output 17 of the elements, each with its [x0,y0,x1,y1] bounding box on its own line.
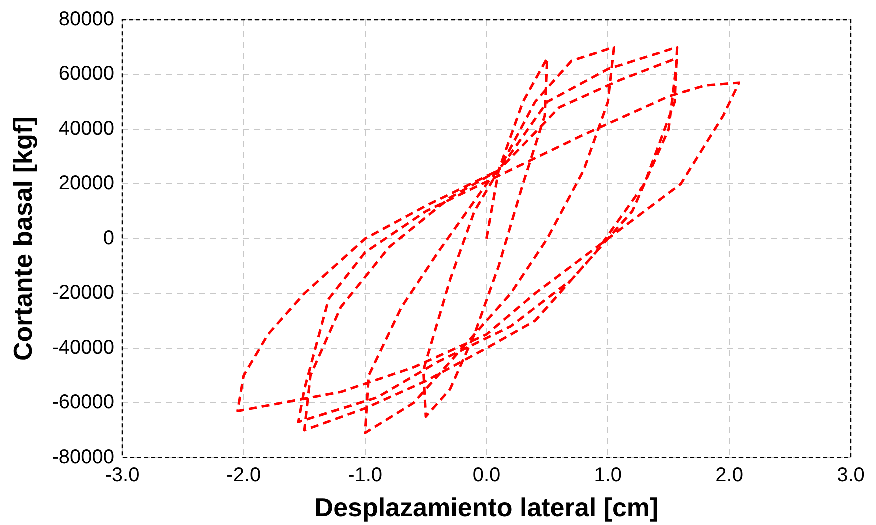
y-axis-title: Cortante basal [kgf] [8,116,38,361]
line-series [236,46,741,434]
y-tick-label: 40000 [58,118,114,140]
x-tick-label: 1.0 [594,464,622,486]
y-tick-label: -60000 [52,392,114,414]
y-tick-label: 20000 [58,172,114,195]
x-axis-title: Desplazamiento lateral [cm] [314,492,659,523]
y-tick-label: 0 [103,227,114,250]
x-tick-label: -2.0 [226,464,262,486]
y-tick-label: 80000 [58,8,114,31]
y-tick-label: -20000 [52,282,114,304]
y-tick-label: -40000 [52,336,114,359]
x-tick-label: -1.0 [348,464,383,486]
x-tick-label: 2.0 [716,464,744,486]
x-tick-label: 3.0 [837,464,865,486]
x-tick-label: 0.0 [472,464,501,486]
y-tick-label: 60000 [58,63,114,86]
